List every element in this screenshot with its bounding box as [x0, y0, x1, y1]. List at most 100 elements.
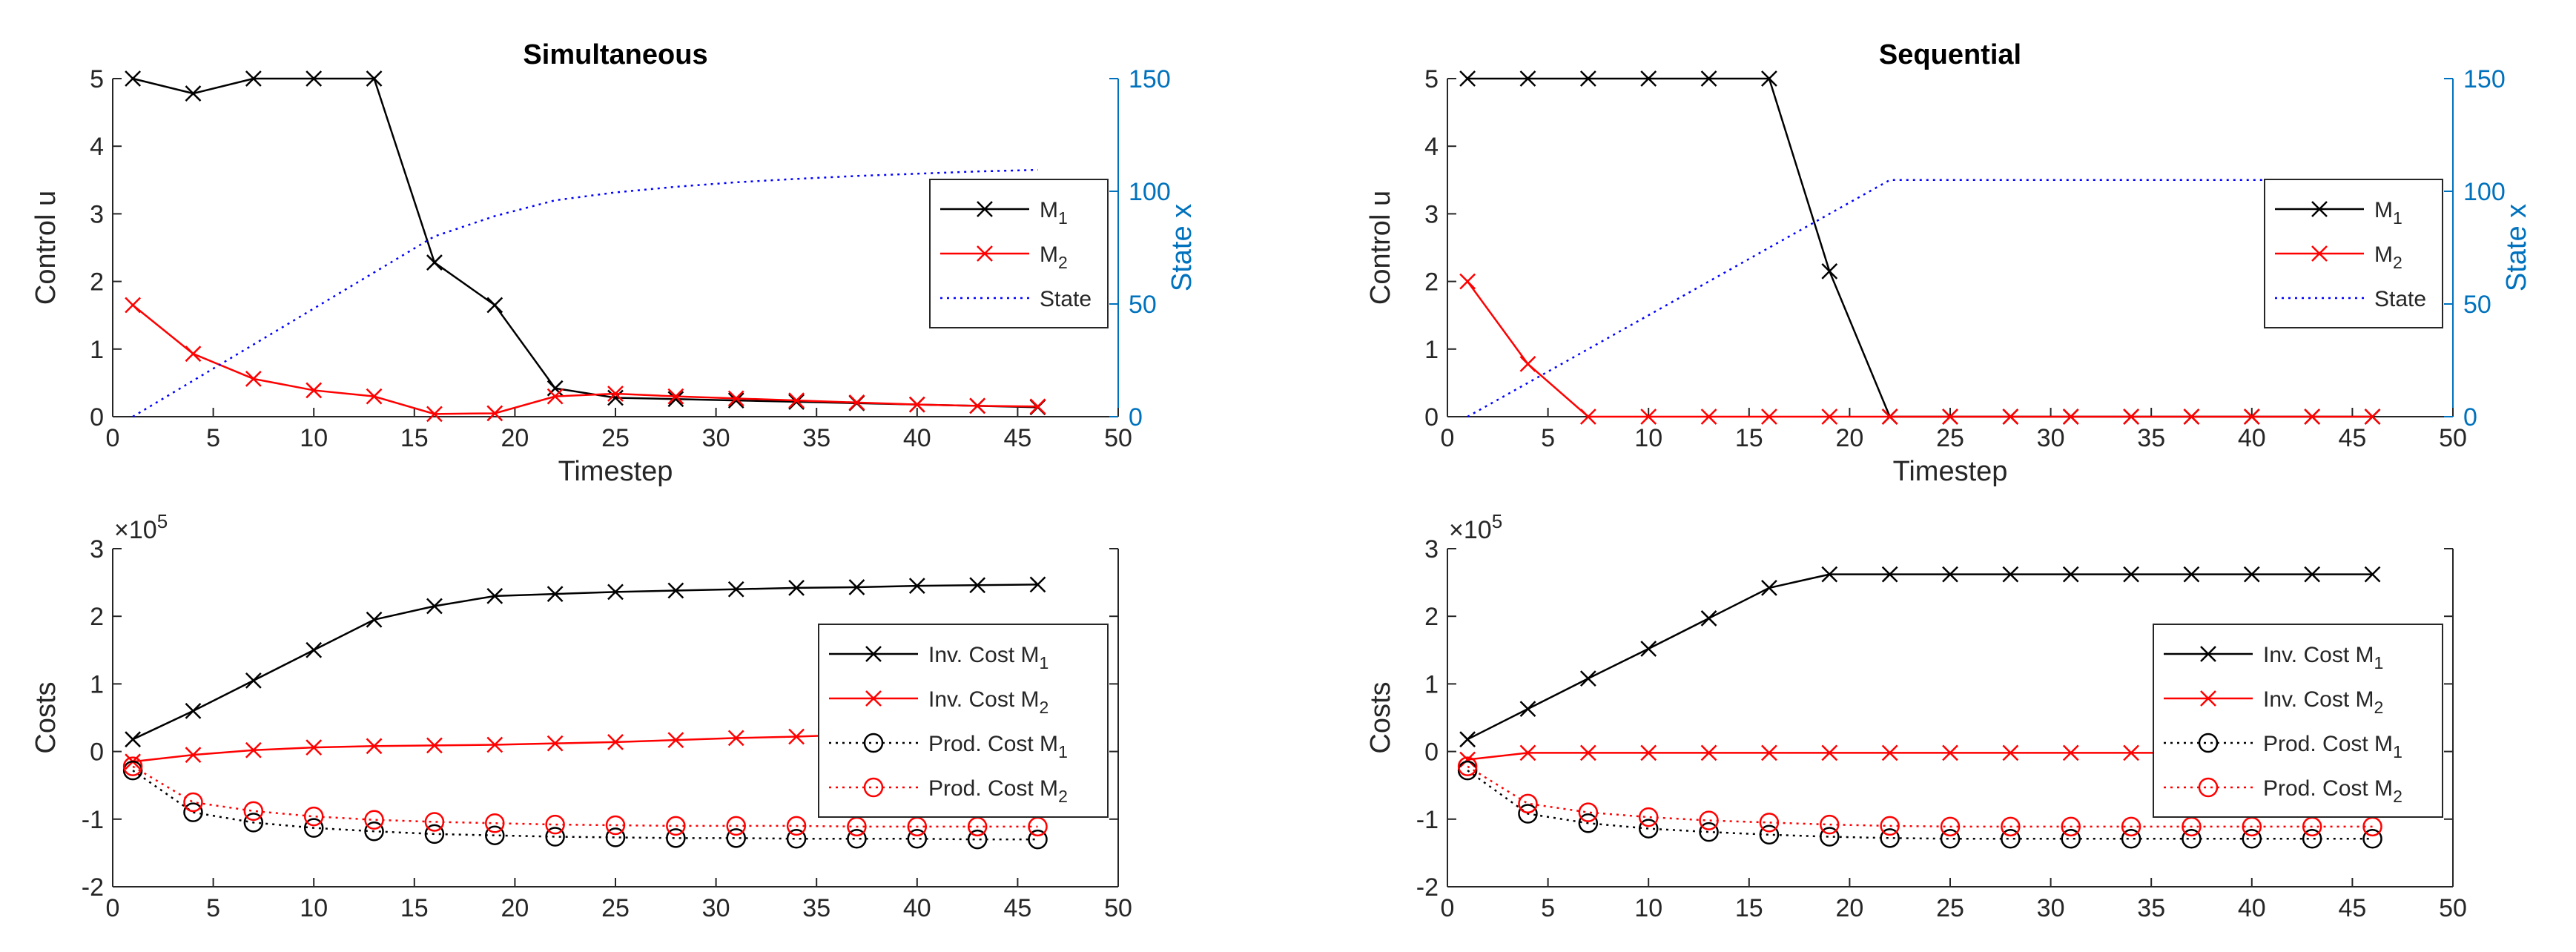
data-point [726, 828, 746, 848]
data-point [2062, 409, 2079, 425]
x-tick-label: 35 [2137, 424, 2165, 452]
x-tick-label: 40 [2238, 424, 2266, 452]
data-point [366, 70, 383, 87]
x-tick-label: 5 [1541, 894, 1555, 922]
data-point [1029, 398, 1046, 415]
data-point [1459, 731, 1476, 748]
data-point [2311, 201, 2328, 217]
y-tick-label: 3 [90, 535, 104, 563]
data-point [666, 828, 686, 848]
y-tick-label: 2 [1424, 603, 1439, 631]
data-point [2062, 744, 2079, 761]
data-point [306, 641, 323, 658]
y-tick-label: 4 [1424, 133, 1439, 161]
data-point [865, 646, 882, 662]
series-1 [125, 576, 1046, 748]
y-tick-label: 2 [90, 268, 104, 297]
data-point [1459, 751, 1476, 768]
data-point [245, 70, 262, 87]
data-point [2364, 566, 2381, 583]
data-point [1699, 810, 1719, 830]
data-point [786, 816, 807, 836]
legend-entry: Prod. Cost M2 [928, 776, 1068, 806]
data-point [426, 254, 443, 271]
data-point [727, 392, 744, 409]
data-point [2123, 566, 2139, 583]
y-tick-label: 5 [90, 65, 104, 93]
data-point [125, 70, 142, 87]
y-tick-label: 0 [90, 403, 104, 432]
chart-panel-3: 0 5 10 15 20 25 30 35 40 45 50 -2 -1 0 1 2 3 Costs ×105 Inv… [30, 510, 1132, 922]
y-axis-label: Control u [30, 191, 62, 305]
x-tick-label: 0 [1441, 424, 1455, 452]
x-tick-label: 0 [106, 894, 120, 922]
data-point [1640, 409, 1657, 425]
data-point [727, 730, 744, 747]
x-tick-label: 25 [1936, 424, 1964, 452]
y2-tick-label: 100 [1129, 178, 1171, 206]
data-point [303, 818, 324, 838]
data-point [605, 827, 626, 847]
data-point [185, 702, 202, 719]
series-line [1467, 573, 2373, 741]
data-point [2123, 409, 2139, 425]
y-tick-label: 1 [1424, 670, 1439, 698]
data-point [1579, 670, 1596, 687]
data-point [306, 382, 323, 399]
chart-panel-1: 0 5 10 15 20 25 30 35 40 45 50012345050100150State… [30, 39, 1198, 487]
x-axis-label: Timestep [558, 456, 673, 487]
x-tick-label: 10 [300, 424, 328, 452]
data-point [366, 611, 383, 628]
y-tick-label: -2 [1416, 873, 1439, 902]
data-point [1942, 744, 1958, 761]
data-point [2198, 733, 2219, 753]
y-tick-label: 1 [90, 336, 104, 364]
data-point [185, 346, 202, 363]
data-point [1579, 744, 1596, 761]
y-tick-label: 1 [1424, 336, 1439, 364]
legend-entry: State [1040, 287, 1092, 311]
x-tick-label: 30 [2037, 894, 2065, 922]
data-point [125, 297, 142, 314]
data-point [667, 391, 684, 408]
x-axis-label: Timestep [1893, 456, 2008, 487]
x-tick-label: 50 [2439, 424, 2467, 452]
data-point [788, 580, 805, 596]
series-1 [1459, 70, 2381, 425]
series-line [1467, 179, 2373, 418]
y-axis-label: Costs [30, 681, 62, 753]
data-point [2200, 690, 2216, 707]
data-point [1821, 744, 1838, 761]
data-point [185, 747, 202, 764]
y-tick-label: 3 [1424, 535, 1439, 563]
data-point [243, 813, 264, 833]
x-tick-label: 25 [601, 894, 630, 922]
x-tick-label: 35 [802, 424, 830, 452]
data-point [727, 390, 744, 407]
data-point [848, 579, 865, 595]
x-tick-label: 15 [400, 424, 429, 452]
data-point [1881, 744, 1898, 761]
y2-tick-label: 150 [1129, 65, 1171, 93]
x-tick-label: 40 [903, 894, 931, 922]
data-point [1942, 566, 1958, 583]
y-tick-label: 3 [1424, 200, 1439, 228]
y-tick-label: 0 [90, 738, 104, 767]
legend-entry: M2 [2374, 242, 2402, 272]
x-tick-label: 20 [1835, 424, 1863, 452]
y-tick-label: 2 [90, 603, 104, 631]
data-point [1940, 816, 1961, 837]
series-line [132, 77, 1038, 409]
x-tick-label: 10 [1634, 424, 1662, 452]
y2-tick-label: 50 [2463, 291, 2491, 319]
data-point [907, 828, 928, 849]
data-point [1881, 409, 1898, 425]
data-point [967, 829, 988, 850]
data-point [185, 85, 202, 102]
data-point [607, 584, 624, 601]
data-point [2121, 828, 2141, 849]
x-tick-label: 50 [1104, 424, 1132, 452]
data-point [1699, 822, 1719, 842]
axis-exponent: ×105 [114, 510, 168, 544]
legend-entry: State [2374, 287, 2426, 311]
